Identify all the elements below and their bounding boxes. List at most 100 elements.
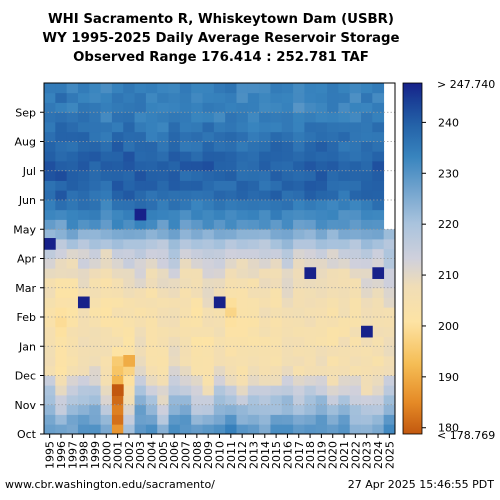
heatmap-cell xyxy=(259,317,271,328)
heatmap-cell xyxy=(327,356,339,367)
heatmap-cell xyxy=(247,414,260,425)
heatmap-cell xyxy=(191,414,203,425)
heatmap-cell xyxy=(383,395,396,406)
heatmap-cell xyxy=(89,239,102,250)
heatmap-cell xyxy=(134,404,147,415)
heatmap-cell xyxy=(236,122,249,133)
heatmap-cell xyxy=(168,375,181,386)
heatmap-cell xyxy=(327,317,339,328)
heatmap-cell xyxy=(77,356,90,367)
heatmap-cell xyxy=(304,346,317,357)
heatmap-cell xyxy=(315,209,328,220)
heatmap-cell xyxy=(100,326,113,337)
heatmap-cell xyxy=(202,268,215,279)
heatmap-cell xyxy=(191,180,203,191)
heatmap-cell xyxy=(225,248,237,259)
heatmap-cell xyxy=(134,83,147,94)
heatmap-cell xyxy=(179,424,192,435)
heatmap-cell xyxy=(338,375,351,386)
heatmap-cell xyxy=(315,122,328,133)
heatmap-cell xyxy=(247,395,260,406)
heatmap-cell xyxy=(338,248,351,259)
heatmap-cell xyxy=(349,414,362,425)
heatmap-cell xyxy=(168,365,181,376)
heatmap-cell xyxy=(100,248,113,259)
heatmap-cell xyxy=(293,83,305,94)
heatmap-cell xyxy=(179,141,192,152)
heatmap-cell xyxy=(100,258,113,269)
heatmap-cell xyxy=(55,219,68,230)
heatmap-cell xyxy=(157,112,169,123)
heatmap-cell xyxy=(349,356,362,367)
x-tick-label: 2019 xyxy=(315,441,328,469)
heatmap-cell xyxy=(293,385,305,396)
heatmap-cell xyxy=(213,92,226,103)
heatmap-cell xyxy=(191,258,203,269)
heatmap-cell xyxy=(66,375,79,386)
heatmap-extreme-cell xyxy=(77,296,90,309)
heatmap-cell xyxy=(383,336,396,347)
heatmap-cell xyxy=(349,385,362,396)
heatmap-cell xyxy=(213,414,226,425)
heatmap-cell xyxy=(281,83,294,94)
heatmap-cell xyxy=(66,414,79,425)
heatmap-cell xyxy=(236,200,249,211)
heatmap-cell xyxy=(89,287,102,298)
heatmap-cell xyxy=(168,268,181,279)
heatmap-cell xyxy=(247,356,260,367)
heatmap-cell xyxy=(338,122,351,133)
heatmap-cell xyxy=(315,131,328,142)
heatmap-cell xyxy=(372,102,385,113)
heatmap-cell xyxy=(44,258,56,269)
heatmap-cell xyxy=(123,180,135,191)
heatmap-cell xyxy=(179,336,192,347)
heatmap-cell xyxy=(349,239,362,250)
heatmap-cell xyxy=(372,83,385,94)
heatmap-cell xyxy=(372,258,385,269)
heatmap-cell xyxy=(145,356,158,367)
heatmap-cell xyxy=(111,141,124,152)
heatmap-cell xyxy=(236,170,249,181)
heatmap-cell xyxy=(89,356,102,367)
heatmap-cell xyxy=(89,424,102,435)
heatmap-cell xyxy=(281,200,294,211)
heatmap-cell xyxy=(236,219,249,230)
heatmap-cell xyxy=(270,190,283,201)
heatmap-cell xyxy=(259,336,271,347)
heatmap-cell xyxy=(281,131,294,142)
heatmap-cell xyxy=(134,131,147,142)
heatmap-cell xyxy=(168,151,181,162)
heatmap-cell xyxy=(304,385,317,396)
heatmap-cell xyxy=(77,141,90,152)
heatmap-cell xyxy=(372,356,385,367)
heatmap-cell xyxy=(89,151,102,162)
heatmap-cell xyxy=(236,297,249,308)
heatmap-cell xyxy=(66,229,79,240)
heatmap-cell xyxy=(270,170,283,181)
heatmap-cell xyxy=(372,131,385,142)
heatmap-cell xyxy=(44,404,56,415)
title-line-3: Observed Range 176.414 : 252.781 TAF xyxy=(73,50,369,65)
heatmap-cell xyxy=(281,180,294,191)
heatmap-cell xyxy=(100,385,113,396)
heatmap-cell xyxy=(383,229,396,240)
heatmap-cell xyxy=(55,112,68,123)
heatmap-cell xyxy=(372,209,385,220)
heatmap-cell xyxy=(202,180,215,191)
heatmap-cell xyxy=(327,404,339,415)
heatmap-cell xyxy=(383,307,396,318)
heatmap-cell xyxy=(179,112,192,123)
heatmap-cell xyxy=(259,356,271,367)
heatmap-cell xyxy=(134,307,147,318)
heatmap-cell xyxy=(236,356,249,367)
heatmap-cell xyxy=(111,239,124,250)
heatmap-cell xyxy=(134,219,147,230)
heatmap-cell xyxy=(66,200,79,211)
heatmap-cell xyxy=(281,151,294,162)
heatmap-cell xyxy=(55,239,68,250)
heatmap-cell xyxy=(259,385,271,396)
heatmap-cell xyxy=(361,317,373,328)
heatmap-cell xyxy=(361,131,373,142)
heatmap-cell xyxy=(259,161,271,172)
heatmap-cell xyxy=(111,317,124,328)
